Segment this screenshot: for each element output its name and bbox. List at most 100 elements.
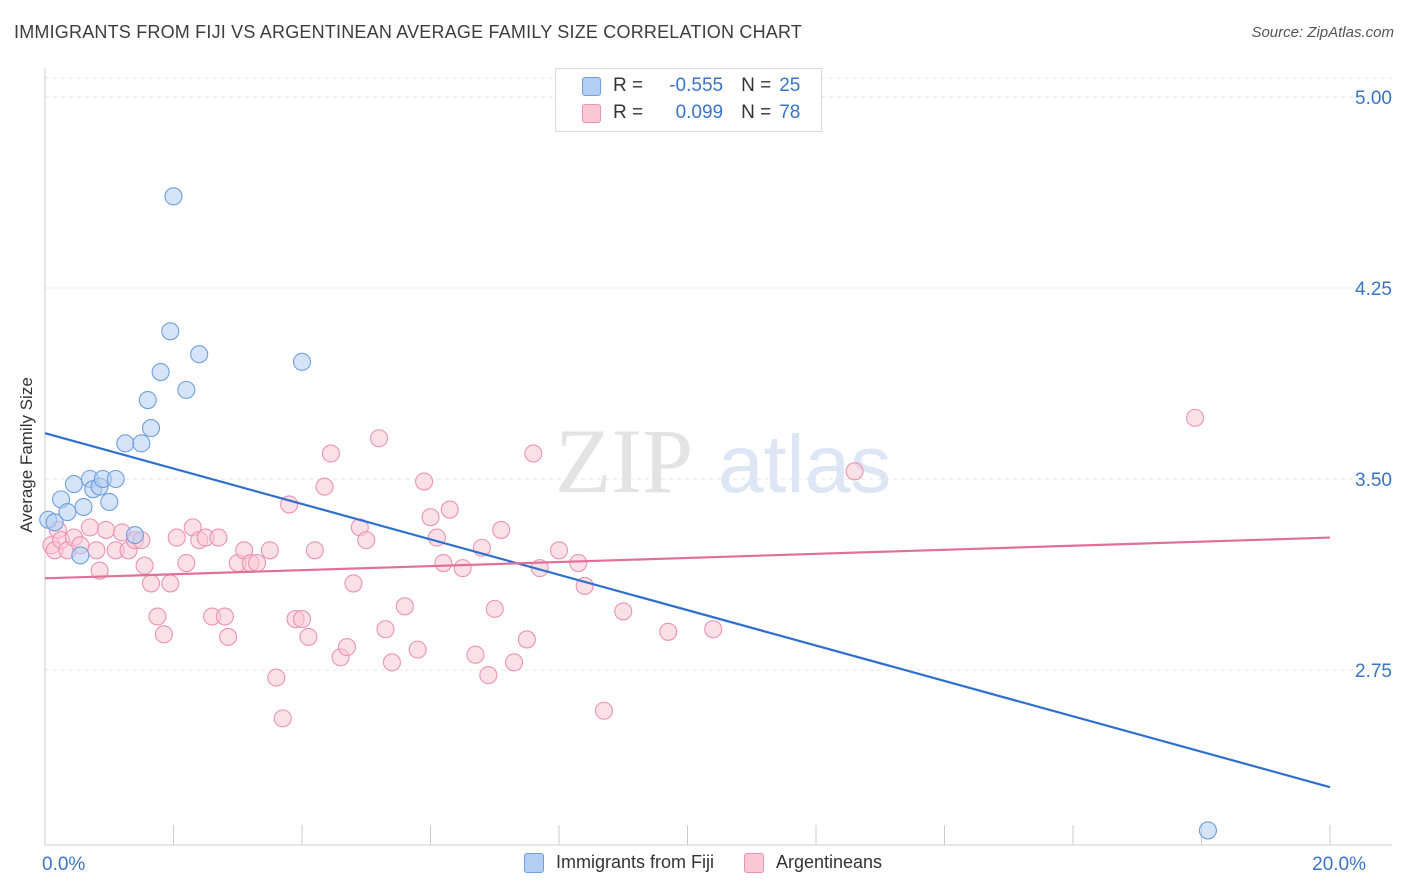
fiji-point bbox=[1198, 821, 1217, 840]
argentineans-point bbox=[135, 556, 154, 575]
fiji-point bbox=[161, 322, 180, 341]
argentineans-point bbox=[504, 653, 524, 672]
r-value-argentineans: 0.099 bbox=[675, 102, 724, 123]
fiji-point bbox=[116, 434, 135, 453]
argentineans-swatch bbox=[743, 852, 764, 873]
argentineans-point bbox=[524, 444, 543, 463]
watermark: ZIP atlas bbox=[555, 410, 891, 512]
argentineans-point bbox=[370, 429, 389, 448]
fiji-point bbox=[74, 497, 93, 517]
argentineans-point bbox=[305, 541, 324, 560]
argentineans-point bbox=[594, 701, 614, 720]
grid-lines bbox=[45, 77, 1392, 671]
r-label: R = bbox=[613, 75, 644, 96]
argentineans-point bbox=[440, 500, 459, 519]
argentineans-point bbox=[273, 709, 292, 728]
axes bbox=[44, 68, 1392, 846]
fiji-point bbox=[164, 187, 183, 206]
argentineans-point bbox=[292, 610, 312, 629]
series-legend: Immigrants from Fiji Argentineans bbox=[0, 852, 1406, 873]
argentineans-point bbox=[357, 531, 376, 550]
x-tick-label: 0.0% bbox=[42, 854, 85, 875]
argentineans-point bbox=[337, 638, 357, 657]
y-tick-label: 4.25 bbox=[1355, 279, 1392, 300]
legend-row-argentineans: R = 0.099 N = 78 bbox=[582, 100, 800, 126]
argentineans-point bbox=[267, 668, 286, 687]
watermark-zip: ZIP bbox=[555, 410, 693, 512]
argentineans-point bbox=[485, 599, 504, 618]
argentineans-point bbox=[415, 472, 434, 491]
fiji-point bbox=[100, 492, 119, 511]
argentineans-point bbox=[344, 574, 363, 593]
fiji-point bbox=[151, 362, 170, 382]
fiji-point bbox=[177, 380, 196, 399]
argentineans-point bbox=[321, 444, 340, 463]
argentineans-point bbox=[569, 553, 588, 573]
argentineans-point bbox=[154, 625, 173, 644]
argentineans-point bbox=[161, 574, 180, 593]
argentineans-point bbox=[466, 645, 485, 664]
legend-label-fiji: Immigrants from Fiji bbox=[555, 852, 714, 872]
argentineans-point bbox=[215, 607, 234, 626]
argentineans-trend-line bbox=[44, 536, 1331, 580]
argentineans-point bbox=[1186, 408, 1205, 427]
argentineans-point bbox=[382, 653, 402, 672]
fiji-point bbox=[58, 503, 77, 522]
argentineans-point bbox=[614, 602, 633, 621]
argentineans-point bbox=[549, 541, 569, 560]
trend-lines bbox=[44, 432, 1331, 789]
source-label: Source: ZipAtlas.com bbox=[1251, 24, 1394, 41]
tick-labels: 2.75 3.50 4.25 5.00 0.0% 20.0% bbox=[42, 88, 1392, 875]
fiji-point bbox=[132, 434, 151, 453]
n-label: N = bbox=[741, 75, 772, 96]
argentineans-point bbox=[517, 630, 536, 649]
chart-title: IMMIGRANTS FROM FIJI VS ARGENTINEAN AVER… bbox=[14, 22, 803, 42]
argentineans-point bbox=[395, 597, 414, 616]
legend-item-argentineans[interactable]: Argentineans bbox=[743, 852, 883, 873]
legend-row-fiji: R = -0.555 N = 25 bbox=[582, 73, 800, 99]
y-axis-label: Average Family Size bbox=[17, 377, 36, 533]
argentineans-point bbox=[704, 620, 723, 639]
argentineans-point bbox=[219, 627, 238, 646]
n-value-argentineans: 78 bbox=[779, 102, 801, 123]
watermark-atlas: atlas bbox=[718, 419, 891, 510]
fiji-point bbox=[141, 419, 161, 438]
fiji-point bbox=[125, 525, 144, 545]
fiji-swatch bbox=[582, 76, 601, 96]
n-value-fiji: 25 bbox=[779, 75, 801, 96]
argentineans-point bbox=[845, 462, 864, 481]
argentineans-point bbox=[408, 640, 427, 659]
y-tick-label: 5.00 bbox=[1355, 88, 1392, 109]
fiji-point bbox=[138, 391, 157, 410]
n-label: N = bbox=[741, 102, 772, 123]
argentineans-point bbox=[659, 622, 678, 641]
r-value-fiji: -0.555 bbox=[669, 75, 724, 96]
argentineans-point bbox=[80, 518, 100, 537]
argentineans-point bbox=[141, 574, 161, 593]
legend-item-fiji[interactable]: Immigrants from Fiji bbox=[523, 852, 714, 873]
argentineans-point bbox=[376, 620, 395, 639]
fiji-trend-line bbox=[44, 432, 1331, 789]
argentineans-point bbox=[247, 553, 267, 573]
fiji-point bbox=[106, 469, 125, 489]
fiji-point bbox=[71, 546, 90, 565]
argentineans-swatch bbox=[582, 103, 601, 123]
argentineans-point bbox=[315, 477, 334, 496]
correlation-legend: R = -0.555 N = 25 R = 0.099 N = 78 bbox=[555, 68, 822, 132]
argentineans-point bbox=[167, 528, 186, 547]
legend-label-argentineans: Argentineans bbox=[775, 852, 883, 872]
fiji-point bbox=[190, 345, 209, 364]
fiji-point bbox=[64, 475, 83, 494]
argentineans-point bbox=[299, 627, 318, 646]
argentineans-point bbox=[453, 559, 472, 578]
x-tick-label: 20.0% bbox=[1312, 854, 1366, 875]
argentineans-point bbox=[96, 520, 116, 539]
argentineans-point bbox=[90, 561, 109, 580]
fiji-swatch bbox=[523, 852, 544, 873]
data-points bbox=[39, 187, 1217, 840]
y-tick-label: 2.75 bbox=[1355, 661, 1392, 682]
argentineans-point bbox=[434, 553, 453, 573]
argentineans-point bbox=[177, 553, 196, 573]
argentineans-point bbox=[87, 541, 106, 560]
